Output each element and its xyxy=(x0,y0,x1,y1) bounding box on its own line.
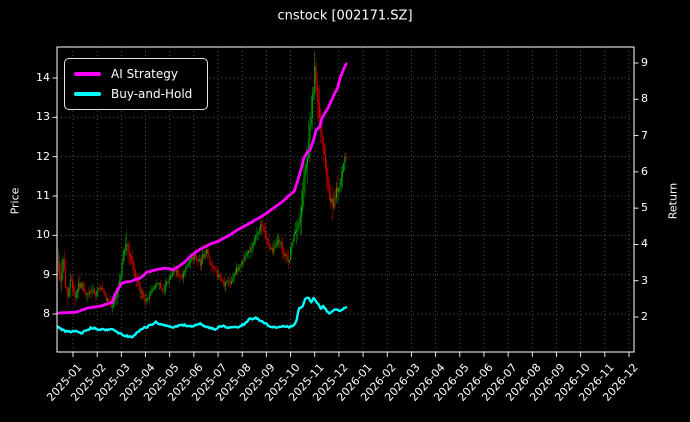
ai-strategy-line-swatch xyxy=(74,72,101,76)
buy-and-hold-line-swatch xyxy=(74,92,101,96)
strategy-lines xyxy=(56,62,348,339)
legend-label: Buy-and-Hold xyxy=(111,87,193,101)
return-tick-label: 6 xyxy=(641,164,648,178)
candlestick-series xyxy=(57,51,347,313)
return-tick-label: 9 xyxy=(641,56,648,69)
price-tick-label: 9 xyxy=(43,267,50,281)
legend-item-ai-strategy: AI Strategy xyxy=(65,64,207,84)
axis-tick-marks xyxy=(52,62,639,357)
plot-border xyxy=(56,46,635,353)
price-tick-label: 8 xyxy=(43,307,50,320)
return-tick-label: 5 xyxy=(641,201,648,215)
return-tick-label: 3 xyxy=(641,273,648,287)
price-tick-label: 13 xyxy=(36,110,50,124)
legend-label: AI Strategy xyxy=(111,67,178,81)
return-tick-label: 7 xyxy=(641,128,648,142)
price-tick-label: 14 xyxy=(36,71,50,84)
return-tick-label: 4 xyxy=(641,237,648,251)
price-tick-label: 12 xyxy=(36,149,50,163)
chart-title: cnstock [002171.SZ] xyxy=(277,8,413,24)
price-tick-label: 11 xyxy=(36,189,50,202)
legend-item-buy-and-hold: Buy-and-Hold xyxy=(65,84,207,104)
left-axis-label: Price xyxy=(8,187,22,215)
price-tick-label: 10 xyxy=(36,228,50,242)
legend: AI Strategy Buy-and-Hold xyxy=(64,58,208,110)
grid-lines xyxy=(57,47,634,352)
return-tick-label: 2 xyxy=(641,310,648,323)
return-tick-label: 8 xyxy=(641,92,648,106)
right-axis-label: Return xyxy=(666,182,680,220)
